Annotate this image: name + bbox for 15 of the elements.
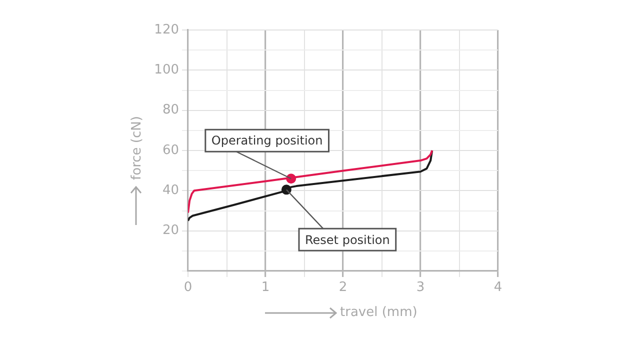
x-tick-label: 0 — [184, 280, 192, 296]
y-tick-label: 40 — [162, 183, 179, 198]
y-tick-label: 20 — [162, 223, 179, 238]
annotation: Reset position — [304, 232, 390, 247]
annotation: Operating position — [211, 134, 323, 148]
x-axis-title: travel (mm) — [340, 305, 418, 320]
x-tick-label: 1 — [261, 280, 270, 296]
x-tick-label: 2 — [338, 280, 348, 296]
y-axis-title: force (cN) — [130, 116, 144, 180]
y-tick-label: 60 — [162, 142, 179, 158]
x-tick-label: 3 — [416, 280, 425, 296]
y-tick-label: 100 — [154, 62, 179, 78]
y-tick-label: 120 — [154, 22, 179, 38]
x-tick-label: 4 — [494, 280, 502, 296]
y-tick-label: 80 — [162, 102, 179, 118]
